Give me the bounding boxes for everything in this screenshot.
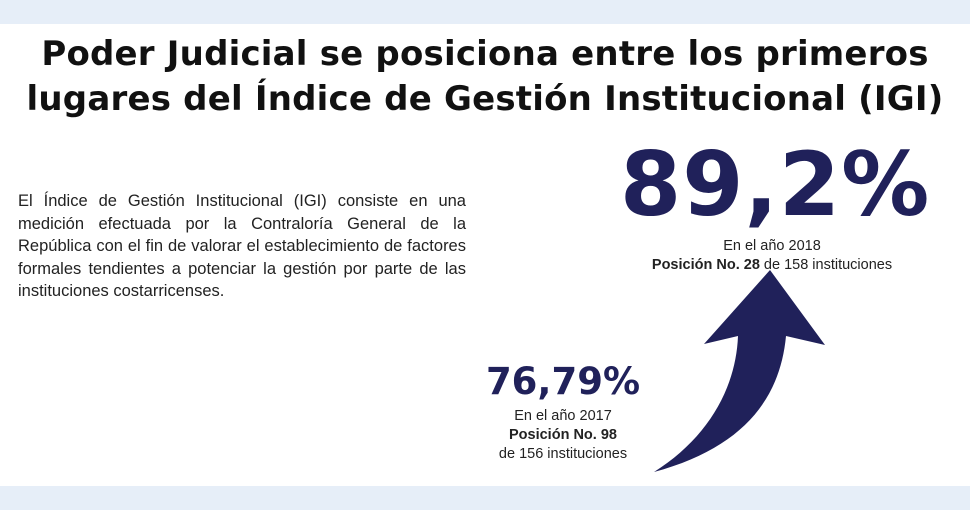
stat-2017-value: 76,79% (485, 360, 641, 403)
stat-2017-caption: En el año 2017 Posición No. 98 de 156 in… (470, 407, 656, 464)
title-line-2: lugares del Índice de Gestión Institucio… (26, 79, 944, 119)
top-band (0, 0, 970, 24)
description-text: El Índice de Gestión Institucional (IGI)… (18, 192, 466, 300)
bottom-band (0, 486, 970, 510)
stat-2017-position: Posición No. 98 (470, 426, 656, 445)
stat-2017-position-label: Posición No. 98 (509, 427, 617, 443)
curved-up-arrow-icon (654, 270, 825, 472)
stat-2018-position: Posición No. 28 de 158 instituciones (612, 256, 932, 275)
stat-2017-institutions: de 156 instituciones (498, 446, 628, 462)
stat-2017-year: En el año 2017 (514, 408, 612, 424)
stat-2018-value: 89,2% (620, 133, 931, 236)
title-line-1: Poder Judicial se posiciona entre los pr… (41, 34, 929, 74)
stat-2018-position-rest: de 158 instituciones (759, 257, 893, 273)
stat-2018-caption: En el año 2018 Posición No. 28 de 158 in… (612, 237, 932, 275)
page-title: Poder Judicial se posiciona entre los pr… (0, 32, 970, 122)
stat-2018-year: En el año 2018 (723, 238, 821, 254)
stat-2018-position-label: Posición No. 28 (651, 257, 760, 273)
